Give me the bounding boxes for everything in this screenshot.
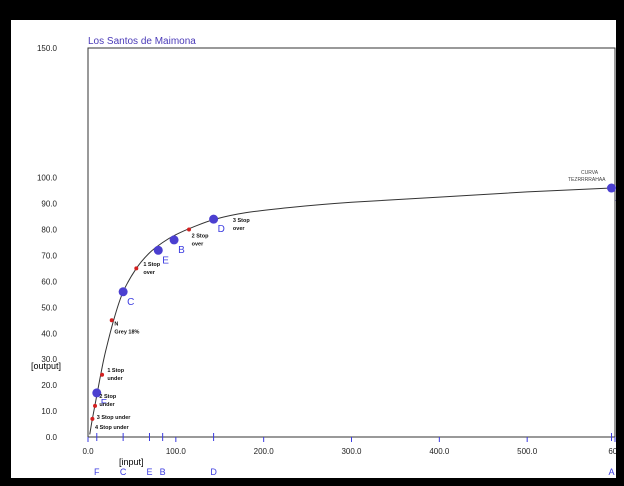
y-tick-label: 150.0 [37,44,58,53]
chart-title: Los Santos de Maimona [88,36,196,47]
stop-annotation: 2 Stop [192,233,209,239]
red-point [93,403,98,408]
y-tick-label: 90.0 [41,200,57,209]
marker-label: C [127,297,134,308]
marker-label: E [162,255,169,266]
y-axis-label: [output] [31,361,61,371]
stop-annotation: over [192,241,204,247]
annotations-layer: 4 Stop under 3 Stop under 2 Stop under 1 Sto… [95,218,250,431]
chart-svg: Los Santos de Maimona 0.0 10.0 20.0 30.0 40.… [31,36,616,477]
bottom-marker-label: D [210,467,217,477]
bottom-marker-label: A [608,467,614,477]
red-point [134,266,139,271]
red-point [109,318,114,323]
red-point [187,227,192,232]
x-tick-label: 100.0 [166,447,187,456]
marker-point [209,214,219,224]
x-axis: 0.0 100.0 200.0 300.0 400.0 500.0 600 F C EB D A [82,433,616,477]
marker-label: A [615,193,616,204]
stop-annotation: 1 Stop [143,262,160,268]
red-point [100,372,105,377]
stop-annotation: 4 Stop under [95,425,129,431]
bottom-marker-label: C [120,467,127,477]
y-tick-label: 10.0 [41,407,57,416]
y-axis-ticks: 0.0 10.0 20.0 30.0 40.0 50.0 60.0 70.0 80.0 90.0 1… [37,44,58,442]
x-tick-label: 400.0 [429,447,450,456]
stop-annotation: over [143,270,155,276]
stop-annotation: under [99,402,115,408]
curve-label-line-1: CURVA [581,170,599,176]
y-tick-label: 70.0 [41,251,57,260]
x-tick-label: 300.0 [341,447,362,456]
bottom-marker-label: B [160,467,166,477]
stop-annotation: 2 Stop [99,394,116,400]
stop-annotation: 3 Stop [233,218,250,224]
y-tick-label: 100.0 [37,174,58,183]
response-curve [89,187,612,435]
x-axis-label: [input] [119,457,144,467]
x-tick-label: 0.0 [82,447,94,456]
curve-label-line-2: TEZRRRRAHAA [568,177,606,183]
marker-label: F [101,398,107,409]
stop-annotation: N [114,321,118,327]
bottom-marker-label: E [146,467,152,477]
marker-point [606,183,616,193]
x-tick-label: 200.0 [254,447,275,456]
marker-point [92,388,102,398]
marker-label: B [178,245,185,256]
chart-panel: Los Santos de Maimona 0.0 10.0 20.0 30.0 40.… [11,20,616,478]
marker-label: D [218,224,225,235]
x-tick-label: 500.0 [517,447,538,456]
y-tick-label: 0.0 [46,433,58,442]
y-tick-label: 50.0 [41,303,57,312]
red-point [90,416,95,421]
markers-layer: F C EB D A [92,183,616,409]
bottom-marker-label: F [94,467,100,477]
y-tick-label: 30.0 [41,355,57,364]
y-tick-label: 80.0 [41,226,57,235]
stop-annotation: Grey 18% [114,329,139,335]
marker-point [169,235,179,245]
stop-annotation: over [233,226,245,232]
red-points-layer [90,227,192,421]
y-tick-label: 60.0 [41,277,57,286]
marker-point [118,287,128,297]
curve-layer [89,187,612,435]
stop-annotation: under [107,376,123,382]
stop-annotation: 1 Stop [107,368,124,374]
y-tick-label: 20.0 [41,381,57,390]
y-tick-label: 40.0 [41,329,57,338]
marker-point [153,245,163,255]
plot-frame [87,47,616,438]
x-tick-label: 600 [608,447,616,456]
stop-annotation: 3 Stop under [97,415,131,421]
